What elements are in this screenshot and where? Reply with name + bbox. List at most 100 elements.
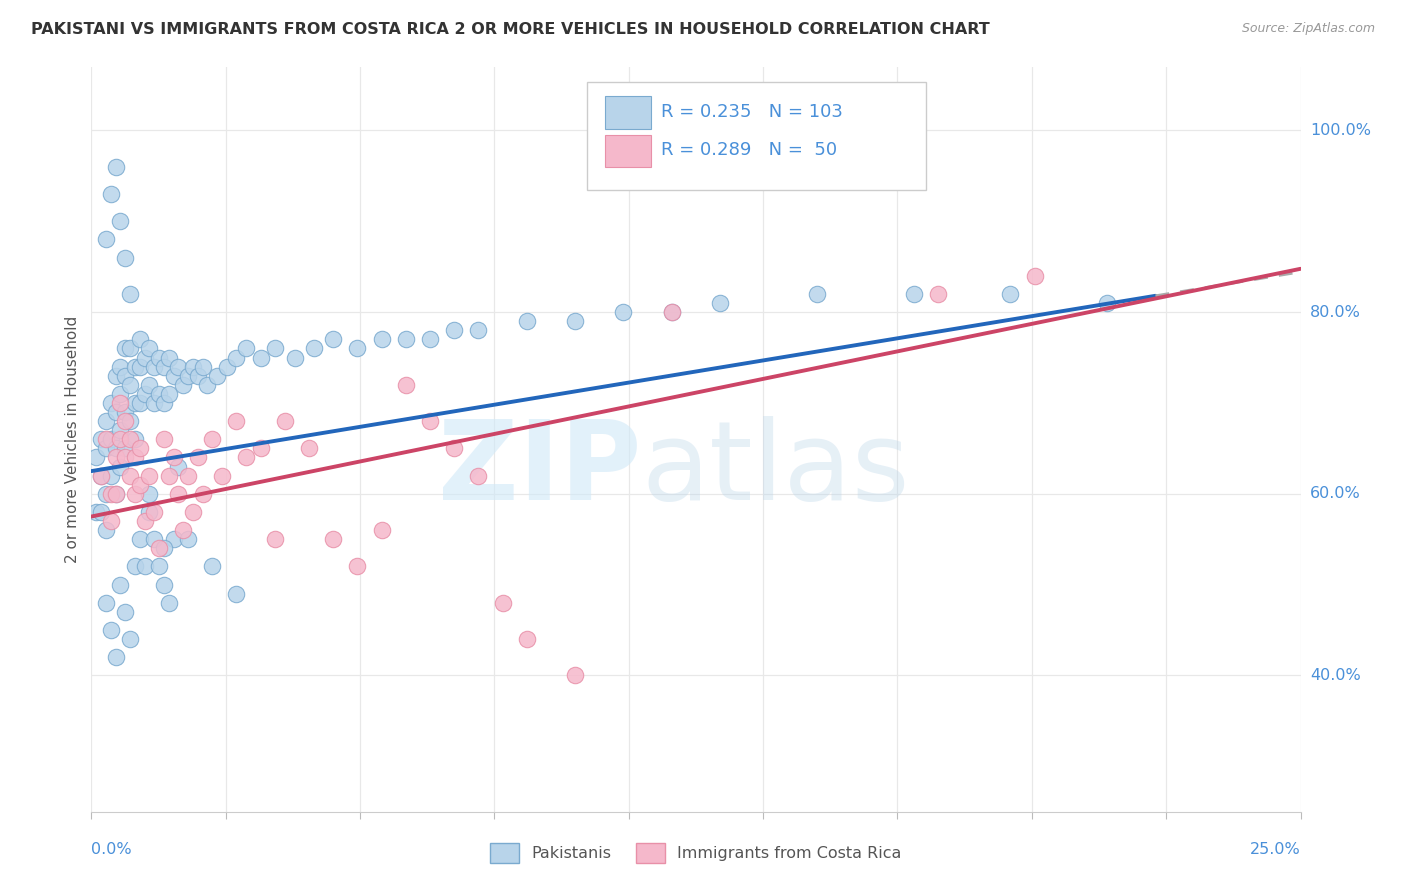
Point — [211, 468, 233, 483]
Point — [143, 359, 166, 374]
Point — [491, 596, 513, 610]
Point — [283, 351, 305, 365]
Point — [100, 468, 122, 483]
Point — [148, 387, 170, 401]
Point — [120, 468, 142, 483]
Point — [124, 559, 146, 574]
Point — [110, 577, 132, 591]
Point — [191, 487, 214, 501]
Point — [90, 468, 112, 483]
Point — [661, 305, 683, 319]
Point — [134, 351, 156, 365]
Point — [94, 487, 117, 501]
Point — [395, 377, 418, 392]
Point — [225, 414, 247, 428]
Point — [138, 487, 160, 501]
Point — [138, 377, 160, 392]
Point — [110, 359, 132, 374]
Point — [124, 396, 146, 410]
Point — [806, 287, 828, 301]
Point — [143, 396, 166, 410]
Point — [443, 323, 465, 337]
Point — [346, 342, 368, 356]
Point — [177, 368, 200, 383]
Point — [124, 359, 146, 374]
Point — [153, 541, 176, 556]
Point — [157, 596, 180, 610]
Text: R = 0.235   N = 103: R = 0.235 N = 103 — [661, 103, 842, 120]
Point — [153, 577, 176, 591]
Point — [104, 487, 127, 501]
Text: Source: ZipAtlas.com: Source: ZipAtlas.com — [1241, 22, 1375, 36]
Point — [114, 450, 136, 465]
Point — [177, 533, 200, 547]
Point — [249, 351, 271, 365]
Point — [1024, 268, 1046, 283]
Point — [162, 450, 184, 465]
Point — [1000, 287, 1022, 301]
Point — [157, 387, 180, 401]
Point — [157, 351, 180, 365]
Point — [120, 377, 142, 392]
Point — [346, 559, 368, 574]
Text: R = 0.289   N =  50: R = 0.289 N = 50 — [661, 141, 837, 160]
Point — [264, 533, 287, 547]
Point — [114, 368, 136, 383]
Point — [191, 359, 214, 374]
Point — [110, 423, 132, 437]
Point — [100, 514, 122, 528]
Point — [138, 505, 160, 519]
Point — [134, 559, 156, 574]
Point — [153, 433, 176, 447]
Point — [153, 359, 176, 374]
Point — [138, 342, 160, 356]
Point — [90, 505, 112, 519]
Point — [564, 668, 586, 682]
Point — [90, 433, 112, 447]
Point — [148, 541, 170, 556]
Point — [516, 632, 538, 647]
Point — [264, 342, 287, 356]
Point — [100, 487, 122, 501]
Point — [94, 596, 117, 610]
Point — [110, 433, 132, 447]
FancyBboxPatch shape — [588, 82, 925, 190]
Point — [84, 450, 107, 465]
Point — [298, 442, 321, 456]
Point — [162, 368, 184, 383]
Point — [322, 332, 344, 346]
Point — [302, 342, 325, 356]
Text: 100.0%: 100.0% — [1310, 123, 1371, 138]
Point — [143, 533, 166, 547]
Y-axis label: 2 or more Vehicles in Household: 2 or more Vehicles in Household — [65, 316, 80, 563]
Point — [110, 396, 132, 410]
Point — [110, 214, 132, 228]
Point — [114, 605, 136, 619]
Point — [100, 433, 122, 447]
Point — [124, 487, 146, 501]
Point — [120, 433, 142, 447]
Point — [128, 533, 150, 547]
Point — [181, 359, 204, 374]
Point — [120, 632, 142, 647]
Point — [903, 287, 925, 301]
Point — [181, 505, 204, 519]
Point — [124, 433, 146, 447]
Point — [120, 414, 142, 428]
Point — [215, 359, 238, 374]
Point — [235, 450, 257, 465]
Point — [274, 414, 297, 428]
Point — [114, 342, 136, 356]
Point — [187, 368, 209, 383]
Point — [104, 442, 127, 456]
Point — [225, 587, 247, 601]
Point — [157, 468, 180, 483]
Text: 0.0%: 0.0% — [91, 842, 132, 857]
Point — [104, 160, 127, 174]
Point — [94, 414, 117, 428]
Point — [395, 332, 418, 346]
Point — [134, 387, 156, 401]
Point — [124, 450, 146, 465]
Point — [148, 559, 170, 574]
Text: 25.0%: 25.0% — [1250, 842, 1301, 857]
